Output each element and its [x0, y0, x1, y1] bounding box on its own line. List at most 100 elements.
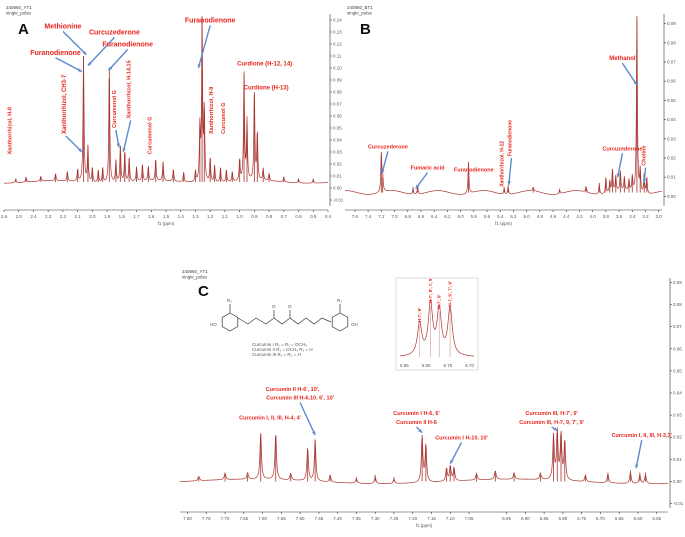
peak-annotation: Xanthorrhizol, H-14,15 — [127, 60, 133, 118]
peak-annotation: Xanthorrhizol, H-12 — [500, 141, 506, 187]
x-tick-label: 0.4 — [325, 214, 332, 219]
x-tick-label: 0.9 — [251, 214, 258, 219]
annotation-arrow — [299, 402, 316, 436]
annotation-arrow — [55, 57, 83, 73]
structure-legend-line: Curcumin II R₁ = OCH₃ R₂ = H — [252, 347, 313, 352]
arrow-head — [197, 64, 202, 68]
y-tick-label: 0.04 — [673, 391, 682, 396]
x-tick-label: 6.8 — [405, 214, 412, 219]
x-tick-label: 7.25 — [390, 516, 399, 521]
x-tick-label: 6.85 — [540, 516, 549, 521]
x-tick-label: 7.75 — [202, 516, 211, 521]
spectrum-header: 240860_YT1 — [6, 5, 32, 10]
inset-x-tick-label: 6.75 — [443, 363, 452, 368]
inset-peak-label: H-7', 9', 7, 9 — [428, 278, 433, 303]
inset-peak-label: H-7', 9' — [417, 308, 422, 322]
y-tick-label: 0.11 — [333, 54, 342, 59]
y-tick-label: -0.01 — [673, 501, 684, 506]
arrow-head — [616, 173, 621, 178]
structure-legend-line: Curcumin I R₁ = R₂ = OCH₃ — [252, 342, 307, 347]
y-tick-label: 0.00 — [333, 186, 342, 191]
peak-annotation: Curcuzederone — [602, 146, 642, 152]
y-tick-label: 0.07 — [667, 60, 676, 65]
peak-annotation: Furanodienone — [30, 50, 81, 57]
y-tick-label: 0.14 — [333, 18, 342, 23]
x-tick-label: 5.0 — [523, 214, 530, 219]
inset-x-tick-label: 6.80 — [422, 363, 431, 368]
y-tick-label: 0.07 — [673, 324, 682, 329]
structure-label: HO — [210, 322, 217, 327]
arrow-head — [122, 148, 126, 152]
x-tick-label: 1.2 — [207, 214, 214, 219]
spectrum-header: 240860_BT1 — [347, 5, 373, 10]
y-tick-label: 0.08 — [333, 90, 342, 95]
x-tick-label: 4.6 — [550, 214, 557, 219]
peak-annotation: Xanthorrhizol, H-9 — [209, 87, 215, 134]
y-tick-label: 0.01 — [333, 174, 342, 179]
x-tick-label: 7.6 — [352, 214, 359, 219]
x-tick-label: 5.8 — [471, 214, 478, 219]
x-axis-label: f1 (ppm) — [416, 523, 433, 528]
x-tick-label: 7.0 — [391, 214, 398, 219]
peak-annotation: Curcumin II H-6', 10', — [266, 387, 320, 393]
x-tick-label: 0.8 — [266, 214, 273, 219]
panel-letter: B — [360, 21, 371, 38]
x-tick-label: 2.5 — [16, 214, 23, 219]
inset-peak-label: H-7, 9', 7', 9' — [448, 281, 453, 306]
annotation-arrow — [621, 62, 638, 86]
y-tick-label: 0.10 — [333, 66, 342, 71]
y-tick-label: 0.05 — [667, 98, 676, 103]
x-tick-label: 0.5 — [310, 214, 317, 219]
y-tick-label: 0.09 — [333, 78, 342, 83]
arrow-head — [78, 68, 83, 72]
x-tick-label: 2.4 — [30, 214, 37, 219]
arrow-head — [381, 169, 385, 174]
peak-annotation: Curcumenol G — [147, 116, 153, 154]
x-tick-label: 0.6 — [295, 214, 302, 219]
arrow-head — [418, 429, 423, 433]
x-tick-label: 1.3 — [192, 214, 199, 219]
arrow-head — [415, 184, 420, 189]
heptadiene-chain — [237, 317, 332, 325]
y-tick-label: 0.08 — [673, 302, 682, 307]
y-tick-label: 0.09 — [667, 21, 676, 26]
peak-annotation: Curcumin I, II, III, H-3,3' — [612, 433, 673, 439]
inset-trace — [399, 299, 475, 357]
peak-annotation: Methionine — [44, 23, 81, 30]
x-tick-label: 1.7 — [133, 214, 140, 219]
peak-annotation: Choline — [641, 146, 647, 166]
x-tick-label: 3.8 — [603, 214, 610, 219]
arrow-head — [108, 66, 113, 71]
x-axis-label: f1 (ppm) — [495, 221, 512, 226]
structure-legend-line: Curcumin III R₁ = R₂ = H — [252, 352, 301, 357]
y-tick-label: 0.02 — [333, 162, 342, 167]
peak-annotation: Curcumenol G — [112, 90, 118, 128]
inset-x-tick-label: 6.85 — [400, 363, 409, 368]
annotation-arrow — [449, 442, 463, 465]
peak-annotation: Curcumin I, II, III, H-4, 4' — [239, 416, 302, 422]
x-tick-label: 3.2 — [642, 214, 649, 219]
peak-annotation: Curdione (H-12, 14) — [237, 62, 292, 68]
x-tick-label: 6.90 — [521, 516, 530, 521]
peak-annotation: Methanol — [609, 56, 636, 62]
y-tick-label: 0.09 — [673, 280, 682, 285]
x-tick-label: 2.1 — [75, 214, 82, 219]
x-tick-label: 5.2 — [510, 214, 517, 219]
annotation-arrow — [381, 151, 389, 174]
peak-annotation: Curcumol G — [221, 103, 227, 134]
arrow-head — [78, 148, 83, 152]
x-tick-label: 7.55 — [277, 516, 286, 521]
x-tick-label: 6.60 — [634, 516, 643, 521]
peak-annotation: Furanodienone — [185, 17, 236, 24]
x-tick-label: 6.0 — [457, 214, 464, 219]
arrow-head — [633, 81, 637, 86]
spectrum-header: single_pulse — [347, 11, 373, 16]
annotation-arrow — [87, 36, 115, 67]
x-tick-label: 6.75 — [577, 516, 586, 521]
spectrum-header: single_pulse — [182, 275, 208, 280]
x-tick-label: 7.40 — [333, 516, 342, 521]
y-tick-label: 0.05 — [333, 126, 342, 131]
y-tick-label: 0.02 — [667, 156, 676, 161]
